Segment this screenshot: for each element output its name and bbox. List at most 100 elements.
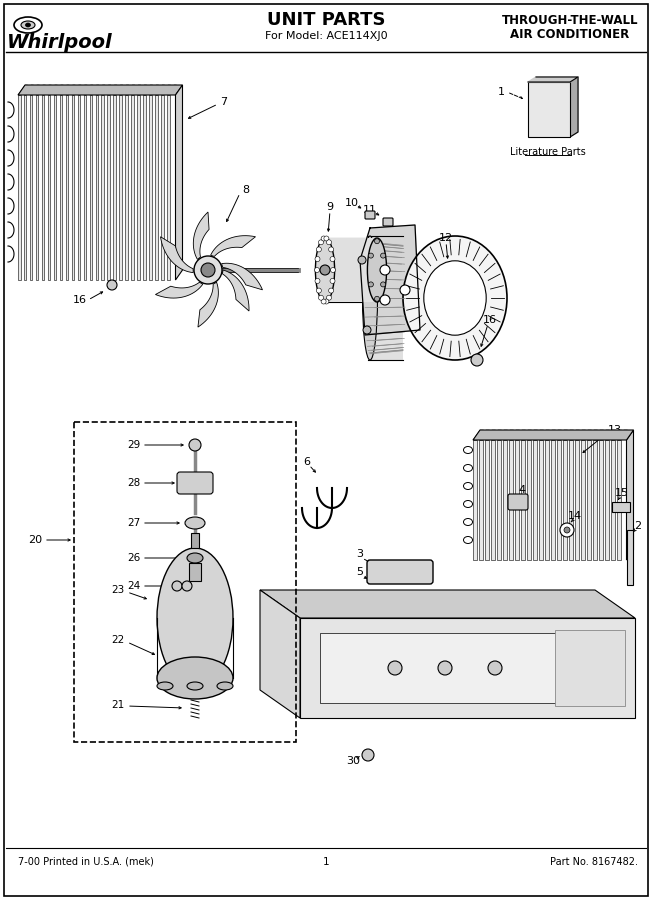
Ellipse shape — [157, 548, 233, 688]
Polygon shape — [24, 85, 33, 95]
Polygon shape — [95, 95, 98, 280]
Polygon shape — [53, 85, 63, 95]
Polygon shape — [527, 430, 537, 440]
Polygon shape — [563, 430, 574, 440]
Polygon shape — [485, 440, 488, 560]
Polygon shape — [617, 430, 627, 440]
Text: 27: 27 — [126, 518, 140, 528]
Polygon shape — [30, 85, 39, 95]
Polygon shape — [161, 85, 171, 95]
Polygon shape — [143, 85, 153, 95]
Text: 26: 26 — [126, 553, 140, 563]
Circle shape — [488, 661, 502, 675]
Ellipse shape — [187, 682, 203, 690]
Polygon shape — [102, 95, 104, 280]
Circle shape — [381, 253, 385, 258]
Circle shape — [330, 256, 335, 262]
Polygon shape — [113, 95, 116, 280]
Text: THROUGH-THE-WALL: THROUGH-THE-WALL — [502, 14, 638, 26]
Text: 30: 30 — [346, 756, 360, 766]
Polygon shape — [503, 430, 514, 440]
Circle shape — [564, 527, 570, 533]
Ellipse shape — [185, 517, 205, 529]
Polygon shape — [66, 95, 68, 280]
Polygon shape — [533, 440, 537, 560]
Polygon shape — [587, 440, 591, 560]
Text: 16: 16 — [483, 315, 497, 325]
Polygon shape — [24, 95, 27, 280]
Polygon shape — [569, 430, 580, 440]
Polygon shape — [48, 95, 50, 280]
Polygon shape — [528, 77, 578, 82]
Text: 13: 13 — [608, 425, 622, 435]
Polygon shape — [155, 283, 203, 298]
Circle shape — [182, 581, 192, 591]
Ellipse shape — [316, 238, 334, 302]
Polygon shape — [102, 85, 111, 95]
Polygon shape — [198, 283, 218, 327]
Polygon shape — [491, 440, 494, 560]
Circle shape — [316, 247, 321, 252]
Text: 1: 1 — [323, 857, 329, 867]
Polygon shape — [605, 440, 608, 560]
Polygon shape — [119, 85, 129, 95]
Polygon shape — [611, 440, 614, 560]
Circle shape — [314, 267, 319, 273]
Circle shape — [331, 267, 336, 273]
Polygon shape — [42, 95, 44, 280]
Circle shape — [329, 288, 334, 293]
Polygon shape — [497, 440, 501, 560]
Ellipse shape — [187, 553, 203, 563]
Circle shape — [368, 253, 374, 258]
Polygon shape — [160, 237, 193, 273]
Text: 12: 12 — [439, 233, 453, 243]
Polygon shape — [131, 85, 141, 95]
Polygon shape — [599, 430, 610, 440]
Polygon shape — [60, 85, 69, 95]
Polygon shape — [587, 430, 597, 440]
Circle shape — [316, 288, 321, 293]
Polygon shape — [222, 270, 249, 311]
Polygon shape — [78, 95, 80, 280]
Polygon shape — [95, 85, 105, 95]
FancyBboxPatch shape — [383, 218, 393, 226]
Bar — [528, 82, 570, 137]
Polygon shape — [479, 440, 482, 560]
Circle shape — [374, 238, 379, 244]
Ellipse shape — [464, 500, 473, 508]
Polygon shape — [83, 85, 93, 95]
Polygon shape — [18, 95, 20, 280]
Polygon shape — [509, 430, 520, 440]
Polygon shape — [149, 95, 152, 280]
Circle shape — [172, 581, 182, 591]
Polygon shape — [42, 85, 52, 95]
Polygon shape — [593, 440, 597, 560]
Polygon shape — [108, 95, 110, 280]
Polygon shape — [533, 430, 544, 440]
Polygon shape — [473, 430, 484, 440]
Polygon shape — [509, 440, 512, 560]
Polygon shape — [211, 236, 256, 256]
Polygon shape — [222, 263, 263, 290]
Polygon shape — [119, 95, 122, 280]
Polygon shape — [569, 440, 572, 560]
Polygon shape — [60, 95, 62, 280]
Polygon shape — [137, 95, 140, 280]
Polygon shape — [83, 95, 86, 280]
Polygon shape — [36, 95, 38, 280]
Bar — [612, 502, 630, 512]
Circle shape — [381, 282, 385, 287]
Text: 1: 1 — [498, 87, 505, 97]
Polygon shape — [545, 430, 556, 440]
Polygon shape — [113, 85, 123, 95]
Polygon shape — [18, 85, 27, 95]
Circle shape — [560, 523, 574, 537]
Text: 3: 3 — [357, 549, 364, 559]
Circle shape — [320, 265, 330, 275]
Circle shape — [388, 661, 402, 675]
Circle shape — [107, 280, 117, 290]
Polygon shape — [155, 85, 164, 95]
Polygon shape — [260, 590, 300, 718]
Text: 28: 28 — [126, 478, 140, 488]
Polygon shape — [521, 430, 531, 440]
